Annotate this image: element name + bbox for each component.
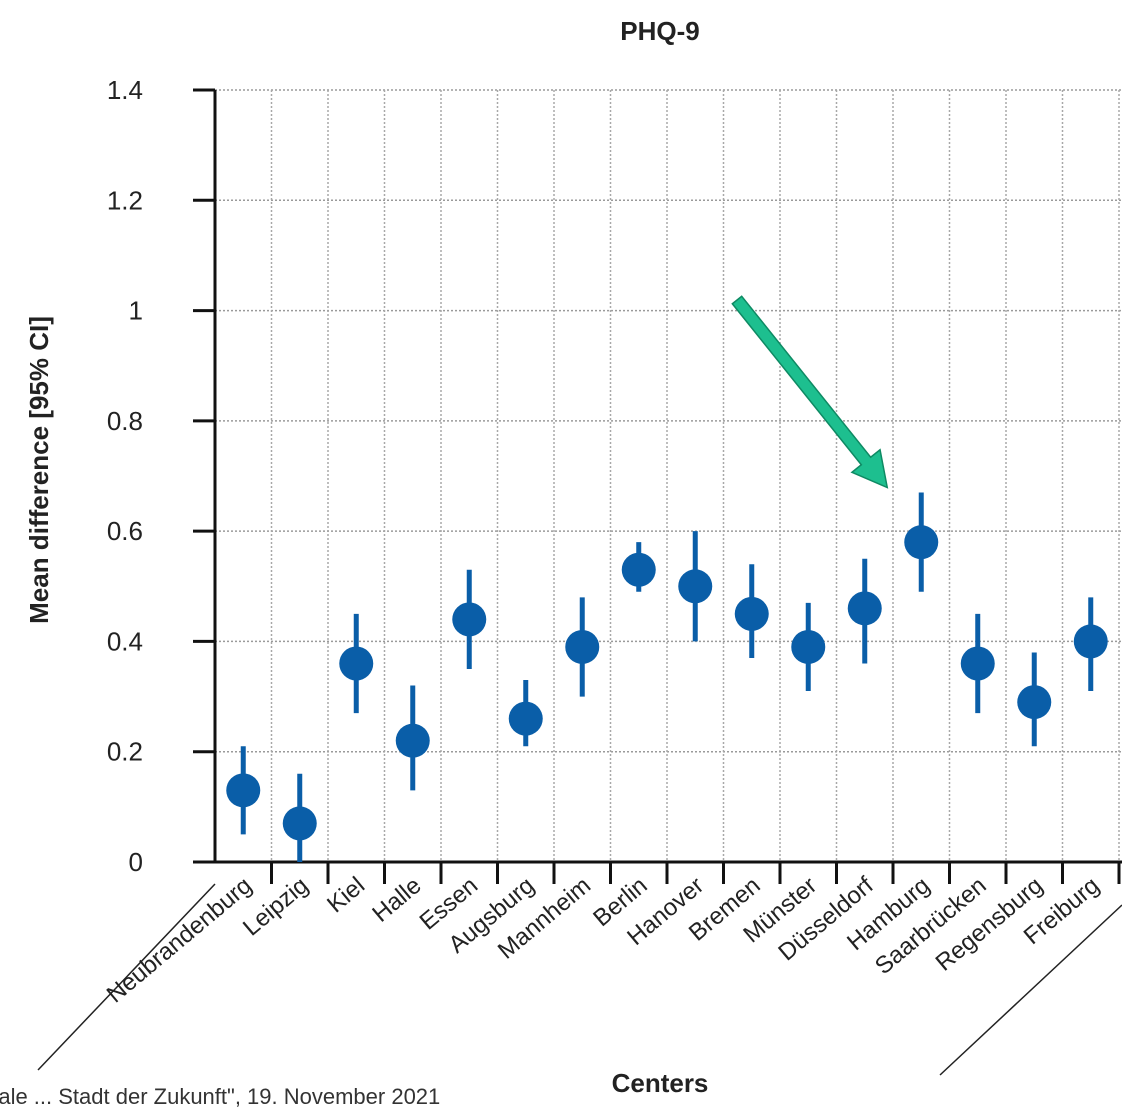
y-tick-label: 1.4 xyxy=(107,75,143,105)
axes xyxy=(37,88,1122,1076)
x-tick-label: Leipzig xyxy=(238,872,314,942)
arrow-icon xyxy=(731,295,889,489)
data-point xyxy=(904,525,939,560)
data-point xyxy=(508,701,543,736)
y-tick-label: 1.2 xyxy=(107,185,143,215)
data-point xyxy=(734,596,769,631)
data-point xyxy=(226,773,261,808)
data-point xyxy=(678,569,713,604)
grid xyxy=(215,89,1122,862)
axis-frame-left xyxy=(37,883,216,1071)
x-tick-label: Neubrandenburg xyxy=(102,872,257,1008)
axis-frame-right xyxy=(939,904,1122,1076)
chart-title: PHQ-9 xyxy=(620,16,699,46)
data-point xyxy=(1017,685,1052,720)
x-axis-label: Centers xyxy=(612,1068,709,1098)
y-axis-label: Mean difference [95% CI] xyxy=(24,316,54,624)
y-tick-label: 1 xyxy=(129,296,143,326)
highlight-arrow xyxy=(731,295,889,489)
data-point xyxy=(565,629,600,664)
data-point xyxy=(339,646,374,681)
data-point xyxy=(282,806,317,841)
data-point xyxy=(791,629,826,664)
data-point xyxy=(847,591,882,626)
y-tick-label: 0.4 xyxy=(107,626,143,656)
data-point xyxy=(395,723,430,758)
data-point xyxy=(621,552,656,587)
data-point xyxy=(960,646,995,681)
y-tick-label: 0 xyxy=(129,847,143,877)
data-point xyxy=(452,602,487,637)
y-tick-label: 0.2 xyxy=(107,737,143,767)
y-tick-label: 0.8 xyxy=(107,406,143,436)
data-marks xyxy=(226,492,1108,862)
footer-text: ...ale ... Stadt der Zukunft", 19. Novem… xyxy=(0,1084,440,1107)
data-point xyxy=(1073,624,1108,659)
y-tick-labels: 0 0.2 0.4 0.6 0.8 1 1.2 1.4 xyxy=(107,75,143,877)
y-tick-label: 0.6 xyxy=(107,516,143,546)
